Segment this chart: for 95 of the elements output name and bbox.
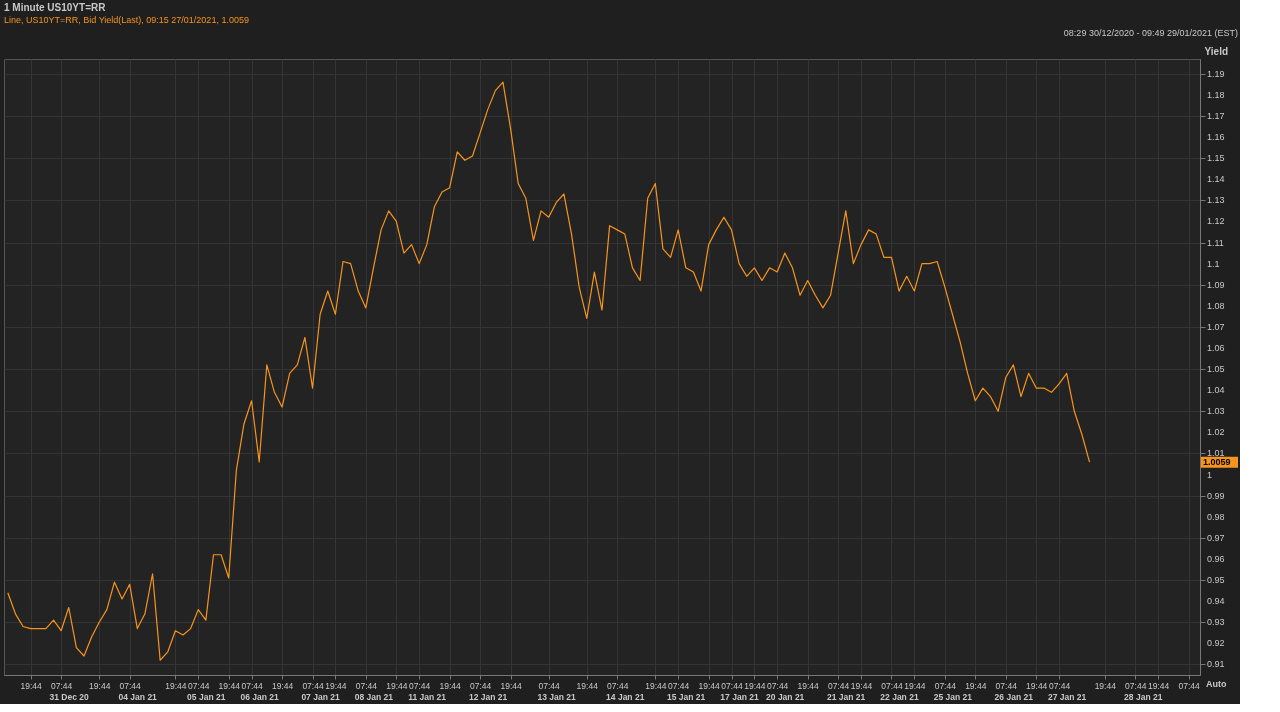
- text: 31 Dec 20: [49, 692, 90, 702]
- y-tick-label: 1.15: [1207, 153, 1225, 164]
- y-tick-label: 1.1: [1207, 258, 1220, 269]
- text: 1.0059: [1203, 457, 1231, 468]
- y-tick-label: 1.14: [1207, 174, 1225, 185]
- x-tick-label: 07:44: [50, 680, 73, 691]
- x-tick-label: 19:44: [904, 680, 926, 691]
- x-tick-label: 19:44: [271, 680, 294, 691]
- x-tick-label: 07:44: [607, 680, 629, 691]
- x-tick-label: 07:44: [767, 680, 789, 691]
- text: 08:29 30/12/2020 - 09:49 29/01/2021 (EST): [1063, 28, 1238, 38]
- y-tick-label: 1.04: [1207, 385, 1225, 396]
- y-tick-label: 1.05: [1207, 364, 1225, 375]
- text: 14 Jan 21: [606, 692, 645, 702]
- x-tick-label: 07:44: [241, 680, 263, 691]
- chart-title: 1 Minute US10YT=RR: [4, 2, 107, 13]
- x-tick-label: 19:44: [386, 680, 408, 691]
- x-tick-label: 19:44: [698, 680, 721, 691]
- y-tick-label: 1.19: [1207, 68, 1225, 79]
- text: 13 Jan 21: [537, 692, 577, 702]
- text: 22 Jan 21: [880, 692, 919, 702]
- x-tick-label: 07:44: [355, 680, 378, 691]
- x-tick-label: 07:44: [119, 680, 142, 691]
- y-tick-label: 0.98: [1207, 511, 1225, 522]
- text: 27 Jan 21: [1047, 692, 1087, 702]
- x-tick-label: 07:44: [302, 680, 324, 691]
- x-tick-label: 07:44: [721, 680, 743, 691]
- text: 17 Jan 21: [720, 692, 759, 702]
- x-tick-label: 19:44: [645, 680, 667, 691]
- text: 25 Jan 21: [933, 692, 973, 702]
- x-tick-label: 19:44: [1094, 680, 1117, 691]
- y-tick-label: 1.09: [1207, 279, 1225, 290]
- x-tick-label: 07:44: [1178, 680, 1200, 691]
- x-tick-label: 19:44: [89, 680, 111, 691]
- text: 26 Jan 21: [994, 692, 1034, 702]
- x-tick-label: 07:44: [188, 680, 210, 691]
- y-tick-label: 1.17: [1207, 110, 1225, 121]
- y-tick-label: 1.18: [1207, 89, 1225, 100]
- x-tick-label: 07:44: [469, 680, 492, 691]
- text: 15 Jan 21: [667, 692, 706, 702]
- x-tick-label: 19:44: [850, 680, 873, 691]
- text: 21 Jan 21: [827, 692, 866, 702]
- text: 11 Jan 21: [408, 692, 447, 702]
- x-tick-label: 19:44: [1026, 680, 1048, 691]
- text: 12 Jan 21: [468, 692, 508, 702]
- y-tick-label: 1.01: [1207, 448, 1225, 459]
- text: 20 Jan 21: [766, 692, 805, 702]
- y-tick-label: 1.07: [1207, 321, 1225, 332]
- y-tick-label: 0.96: [1207, 553, 1225, 564]
- y-tick-label: 1.13: [1207, 195, 1225, 206]
- x-tick-label: 19:44: [797, 680, 820, 691]
- x-tick-label: 07:44: [828, 680, 850, 691]
- y-tick-label: 1.16: [1207, 132, 1225, 143]
- text: 05 Jan 21: [187, 692, 226, 702]
- x-tick-label: 07:44: [1048, 680, 1071, 691]
- text: Auto: [1206, 679, 1227, 689]
- x-tick-label: 19:44: [325, 680, 347, 691]
- text: 07 Jan 21: [301, 692, 340, 702]
- x-tick-label: 07:44: [668, 680, 690, 691]
- x-tick-label: 19:44: [20, 680, 43, 691]
- chart-subtitle: Line, US10YT=RR, Bid Yield(Last), 09:15 27/01/2021, 1.0059: [4, 15, 249, 25]
- x-tick-label: 07:44: [538, 680, 561, 691]
- y-tick-label: 1.08: [1207, 300, 1225, 311]
- y-tick-label: 1.12: [1207, 216, 1225, 227]
- x-tick-label: 19:44: [1147, 680, 1170, 691]
- x-tick-label: 19:44: [165, 680, 187, 691]
- y-tick-label: 0.95: [1207, 575, 1225, 586]
- y-tick-label: 1: [1207, 469, 1213, 480]
- x-tick-label: 19:44: [576, 680, 599, 691]
- x-tick-label: 19:44: [439, 680, 462, 691]
- y-tick-label: 1.02: [1207, 427, 1225, 438]
- y-axis-title: Yield: [1204, 45, 1229, 57]
- y-tick-label: 0.92: [1207, 638, 1225, 649]
- y-tick-label: 0.97: [1207, 532, 1225, 543]
- text: 06 Jan 21: [240, 692, 279, 702]
- text: 08 Jan 21: [354, 692, 394, 702]
- x-tick-label: 07:44: [995, 680, 1018, 691]
- x-tick-label: 19:44: [965, 680, 987, 691]
- x-tick-label: 19:44: [500, 680, 522, 691]
- y-tick-label: 0.93: [1207, 617, 1225, 628]
- y-tick-label: 1.06: [1207, 343, 1225, 354]
- text: 04 Jan 21: [118, 692, 158, 702]
- x-tick-label: 07:44: [881, 680, 903, 691]
- y-tick-label: 0.94: [1207, 596, 1225, 607]
- y-tick-label: 0.91: [1207, 659, 1225, 670]
- y-tick-label: 1.11: [1207, 237, 1224, 248]
- x-tick-label: 19:44: [744, 680, 766, 691]
- x-tick-label: 07:44: [1125, 680, 1147, 691]
- text: 28 Jan 21: [1124, 692, 1163, 702]
- x-tick-label: 07:44: [934, 680, 957, 691]
- line-series: [7, 81, 1091, 661]
- y-tick-label: 1.03: [1207, 406, 1225, 417]
- x-tick-label: 07:44: [409, 680, 431, 691]
- x-tick-label: 19:44: [218, 680, 241, 691]
- y-tick-label: 0.99: [1207, 490, 1225, 501]
